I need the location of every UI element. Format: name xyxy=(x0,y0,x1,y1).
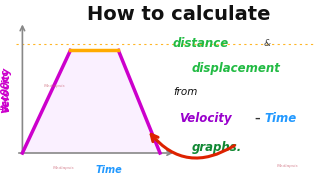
Text: displacement: displacement xyxy=(192,62,281,75)
Text: How to calculate: How to calculate xyxy=(87,5,271,24)
Text: from: from xyxy=(173,87,197,97)
Text: –: – xyxy=(254,114,260,124)
Text: Mediapsis: Mediapsis xyxy=(277,165,299,168)
Text: distance: distance xyxy=(173,37,229,50)
Text: Time: Time xyxy=(95,165,122,175)
Text: Time: Time xyxy=(264,112,296,125)
Text: #cc00cc: #cc00cc xyxy=(1,68,11,112)
Text: Velocity: Velocity xyxy=(1,67,11,113)
Text: Velocity: Velocity xyxy=(179,112,232,125)
Text: Mediapsis: Mediapsis xyxy=(53,166,75,170)
Text: &: & xyxy=(264,39,271,48)
Text: Mediapsis: Mediapsis xyxy=(44,84,65,88)
Polygon shape xyxy=(22,50,160,153)
Text: graphs.: graphs. xyxy=(192,141,242,154)
